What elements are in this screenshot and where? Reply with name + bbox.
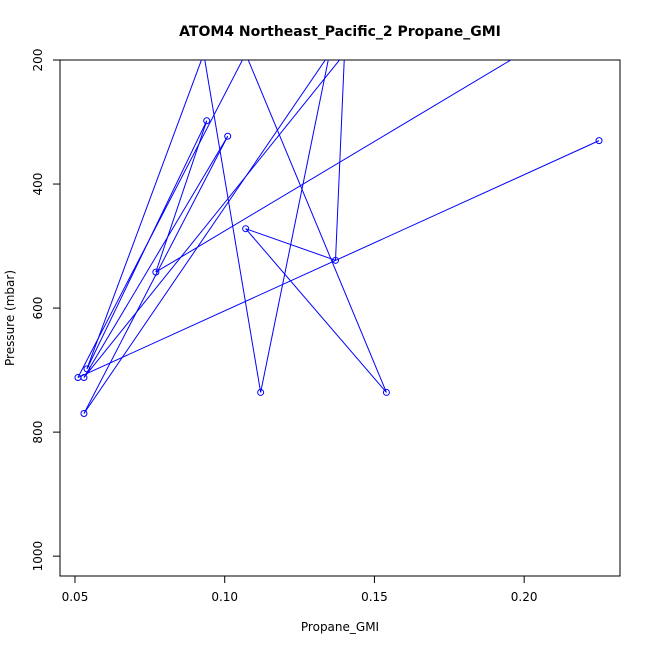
y-tick-label: 200 xyxy=(31,49,45,72)
data-point xyxy=(224,132,232,140)
series-segment xyxy=(86,60,202,370)
data-point xyxy=(242,225,250,233)
data-series-points xyxy=(74,117,603,418)
x-axis: 0.05 0.10 0.15 0.20 xyxy=(62,575,538,604)
data-point xyxy=(595,137,603,145)
data-point xyxy=(332,256,340,264)
series-segment xyxy=(77,60,244,378)
x-tick-label: 0.20 xyxy=(511,590,538,604)
series-segment xyxy=(335,60,345,261)
series-segment xyxy=(83,136,229,378)
series-segment xyxy=(245,228,387,393)
plot-frame xyxy=(59,59,621,577)
series-segment xyxy=(155,120,208,273)
data-point xyxy=(257,388,265,396)
data-series-line xyxy=(77,60,600,414)
series-segment xyxy=(155,60,512,273)
data-point xyxy=(382,388,390,396)
y-tick-label: 400 xyxy=(31,173,45,196)
series-segment xyxy=(83,60,326,414)
y-tick-label: 800 xyxy=(31,421,45,444)
series-segment xyxy=(247,60,387,393)
data-point xyxy=(80,410,88,418)
x-axis-label: Propane_GMI xyxy=(301,620,379,634)
x-tick-label: 0.05 xyxy=(62,590,89,604)
data-point xyxy=(80,374,88,382)
data-point xyxy=(152,268,160,276)
data-point xyxy=(203,117,211,125)
data-point xyxy=(83,365,91,373)
y-axis-label: Pressure (mbar) xyxy=(3,270,17,366)
chart-title: ATOM4 Northeast_Pacific_2 Propane_GMI xyxy=(179,24,501,40)
series-segment xyxy=(83,60,341,378)
y-tick-label: 1000 xyxy=(31,541,45,572)
x-tick-label: 0.10 xyxy=(211,590,238,604)
series-segment xyxy=(204,60,262,393)
y-axis: 200 400 600 800 1000 xyxy=(31,49,61,572)
series-segment xyxy=(86,120,208,370)
x-tick-label: 0.15 xyxy=(361,590,388,604)
y-tick-label: 600 xyxy=(31,297,45,320)
series-segment xyxy=(260,60,329,393)
